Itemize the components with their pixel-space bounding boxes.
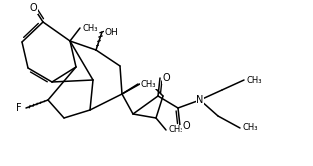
- Text: CH₃: CH₃: [247, 76, 263, 84]
- Text: O: O: [183, 121, 191, 131]
- Text: CH₃: CH₃: [83, 24, 99, 33]
- Text: OH: OH: [105, 28, 119, 37]
- Text: CH₃: CH₃: [141, 80, 156, 88]
- Text: CH₃: CH₃: [243, 124, 259, 132]
- Text: O: O: [29, 3, 37, 13]
- Text: N: N: [196, 95, 204, 105]
- Text: F: F: [16, 103, 22, 113]
- Text: O: O: [163, 73, 171, 83]
- Text: CH₃: CH₃: [169, 125, 184, 134]
